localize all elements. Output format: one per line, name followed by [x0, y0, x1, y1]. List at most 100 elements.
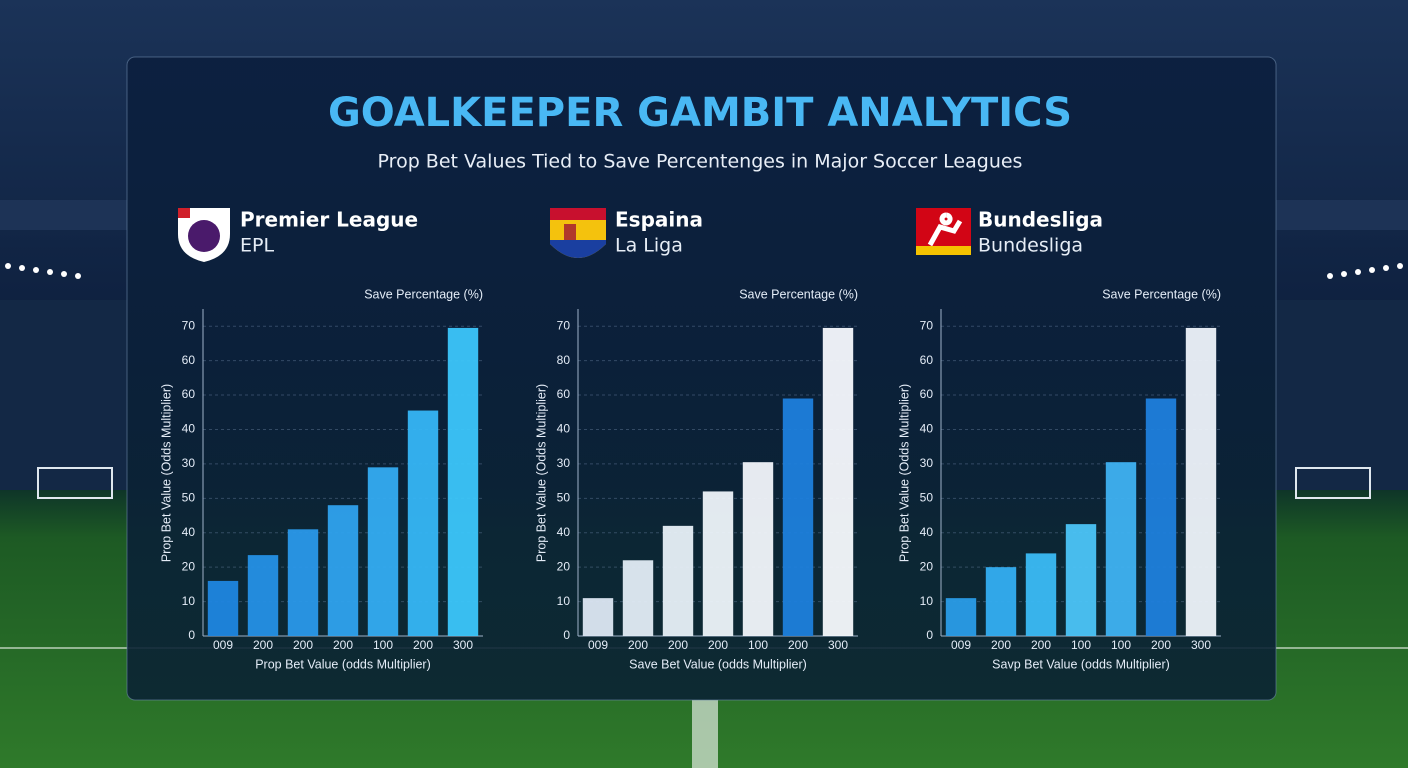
- goal: [37, 467, 113, 499]
- x-axis-title: Save Bet Value (odds Multiplier): [629, 657, 807, 671]
- y-tick-label: 0: [188, 628, 195, 642]
- bar: [1185, 327, 1217, 636]
- x-tick-label: 200: [293, 638, 313, 652]
- league-name: Bundesliga: [978, 208, 1103, 232]
- pitch-line: [692, 700, 718, 768]
- y-tick-label: 0: [926, 628, 933, 642]
- x-tick-label: 200: [413, 638, 433, 652]
- y-tick-label: 40: [557, 422, 571, 436]
- x-tick-label: 009: [951, 638, 971, 652]
- x-tick-label: 300: [453, 638, 473, 652]
- x-tick-label: 100: [748, 638, 768, 652]
- legend-label: Save Percentage (%): [1102, 287, 1221, 301]
- bar: [822, 327, 854, 636]
- bar: [622, 560, 654, 636]
- y-tick-label: 40: [557, 525, 571, 539]
- x-tick-label: 100: [1111, 638, 1131, 652]
- chart: Premier League EPL 0 10 20 40 50 30 40 60 60 70 Save…: [159, 208, 483, 671]
- x-tick-label: 009: [213, 638, 233, 652]
- y-axis-title: Prop Bet Value (Odds Multiplier): [897, 384, 911, 562]
- x-axis-title: Prop Bet Value (odds Multiplier): [255, 657, 431, 671]
- bar: [702, 491, 734, 636]
- x-tick-label: 200: [628, 638, 648, 652]
- page-title: GOALKEEPER GAMBIT ANALYTICS: [328, 90, 1072, 136]
- league-name: Premier League: [240, 208, 418, 232]
- x-tick-label: 200: [991, 638, 1011, 652]
- y-tick-label: 40: [182, 422, 196, 436]
- y-tick-label: 60: [920, 387, 934, 401]
- x-tick-label: 200: [1031, 638, 1051, 652]
- y-tick-label: 30: [920, 456, 934, 470]
- stadium-left: [0, 200, 127, 490]
- x-tick-label: 300: [1191, 638, 1211, 652]
- y-tick-label: 60: [182, 387, 196, 401]
- bar: [207, 580, 239, 636]
- page-subtitle: Prop Bet Values Tied to Save Percentenge…: [378, 151, 1023, 173]
- legend-label: Save Percentage (%): [739, 287, 858, 301]
- y-tick-label: 40: [920, 422, 934, 436]
- bar: [985, 567, 1017, 636]
- bar: [1145, 398, 1177, 636]
- x-tick-label: 200: [1151, 638, 1171, 652]
- y-tick-label: 50: [182, 490, 196, 504]
- x-tick-label: 300: [828, 638, 848, 652]
- logos: [178, 208, 971, 262]
- premier-league-logo: [178, 208, 230, 262]
- y-tick-label: 10: [557, 594, 571, 608]
- bar: [1065, 524, 1097, 636]
- x-tick-label: 100: [1071, 638, 1091, 652]
- x-axis-title: Savp Bet Value (odds Multiplier): [992, 657, 1170, 671]
- league-name: Espaina: [615, 208, 703, 232]
- bar: [327, 505, 359, 636]
- y-axis-title: Prop Bet Value (Odds Multiplier): [534, 384, 548, 562]
- x-tick-label: 100: [373, 638, 393, 652]
- bar: [582, 598, 614, 636]
- bundesliga-logo: [916, 208, 971, 255]
- y-tick-label: 20: [920, 559, 934, 573]
- y-tick-label: 60: [557, 387, 571, 401]
- y-tick-label: 70: [182, 318, 196, 332]
- y-tick-label: 0: [563, 628, 570, 642]
- y-tick-label: 40: [920, 525, 934, 539]
- x-tick-label: 200: [253, 638, 273, 652]
- bar: [782, 398, 814, 636]
- x-tick-label: 200: [668, 638, 688, 652]
- y-tick-label: 50: [920, 490, 934, 504]
- stadium-right: [1276, 200, 1408, 499]
- y-tick-label: 40: [182, 525, 196, 539]
- y-tick-label: 30: [557, 456, 571, 470]
- y-tick-label: 60: [920, 353, 934, 367]
- y-tick-label: 70: [557, 318, 571, 332]
- chart: Bundesliga Bundesliga 0 10 20 40 50 30 40 60 60 70 S…: [897, 208, 1221, 671]
- bar: [407, 410, 439, 636]
- y-tick-label: 60: [182, 353, 196, 367]
- bar: [367, 467, 399, 636]
- y-tick-label: 10: [920, 594, 934, 608]
- y-tick-label: 50: [557, 490, 571, 504]
- league-alias: La Liga: [615, 235, 683, 257]
- y-tick-label: 70: [920, 318, 934, 332]
- bar: [662, 525, 694, 636]
- x-tick-label: 009: [588, 638, 608, 652]
- bar: [1025, 553, 1057, 636]
- y-tick-label: 30: [182, 456, 196, 470]
- y-tick-label: 20: [557, 559, 571, 573]
- bar: [287, 529, 319, 636]
- x-tick-label: 200: [708, 638, 728, 652]
- league-alias: EPL: [240, 235, 274, 257]
- x-tick-label: 200: [788, 638, 808, 652]
- y-tick-label: 10: [182, 594, 196, 608]
- y-tick-label: 80: [557, 353, 571, 367]
- bar: [945, 598, 977, 636]
- bar: [742, 462, 774, 636]
- legend-label: Save Percentage (%): [364, 287, 483, 301]
- y-tick-label: 20: [182, 559, 196, 573]
- x-tick-label: 200: [333, 638, 353, 652]
- la-liga-logo: [550, 208, 606, 258]
- league-alias: Bundesliga: [978, 235, 1083, 257]
- bar: [1105, 462, 1137, 636]
- bar: [447, 327, 479, 636]
- chart: Espaina La Liga 0 10 20 40 50 30 40 60 80 70 Save Pe…: [534, 208, 858, 671]
- y-axis-title: Prop Bet Value (Odds Multiplier): [159, 384, 173, 562]
